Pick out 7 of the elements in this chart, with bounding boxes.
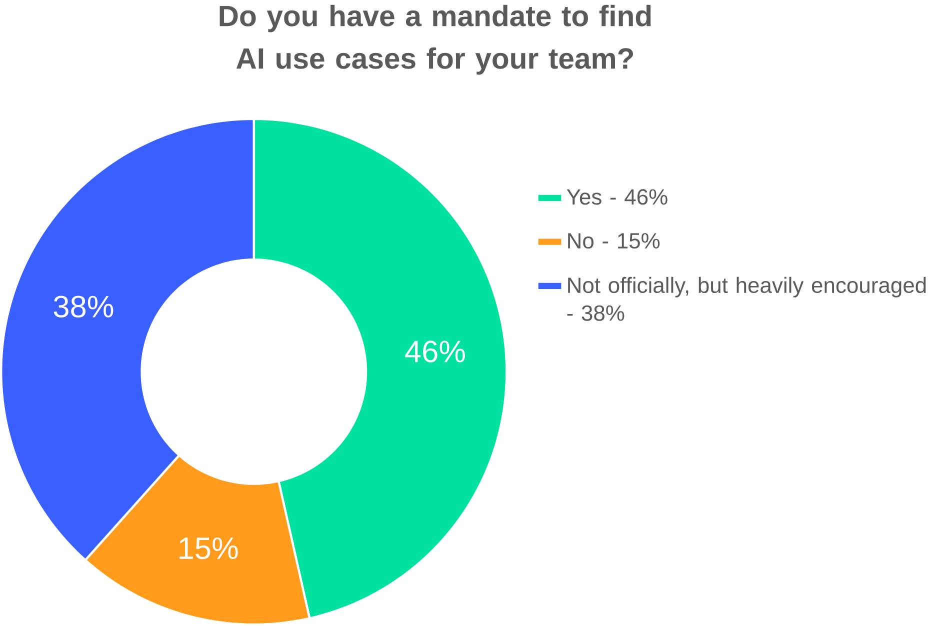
data-label: 15%	[180, 538, 238, 560]
legend-label: Yes - 46%	[566, 189, 668, 205]
legend-label: No - 15%	[568, 233, 660, 249]
data-label: 46%	[405, 340, 465, 363]
chart-title: Do you have a mandate to find AI use cases for your team?	[220, 5, 651, 75]
legend-label: Not officially, but heavily encouraged - 38%	[567, 277, 926, 322]
data-label: 38%	[54, 296, 114, 318]
